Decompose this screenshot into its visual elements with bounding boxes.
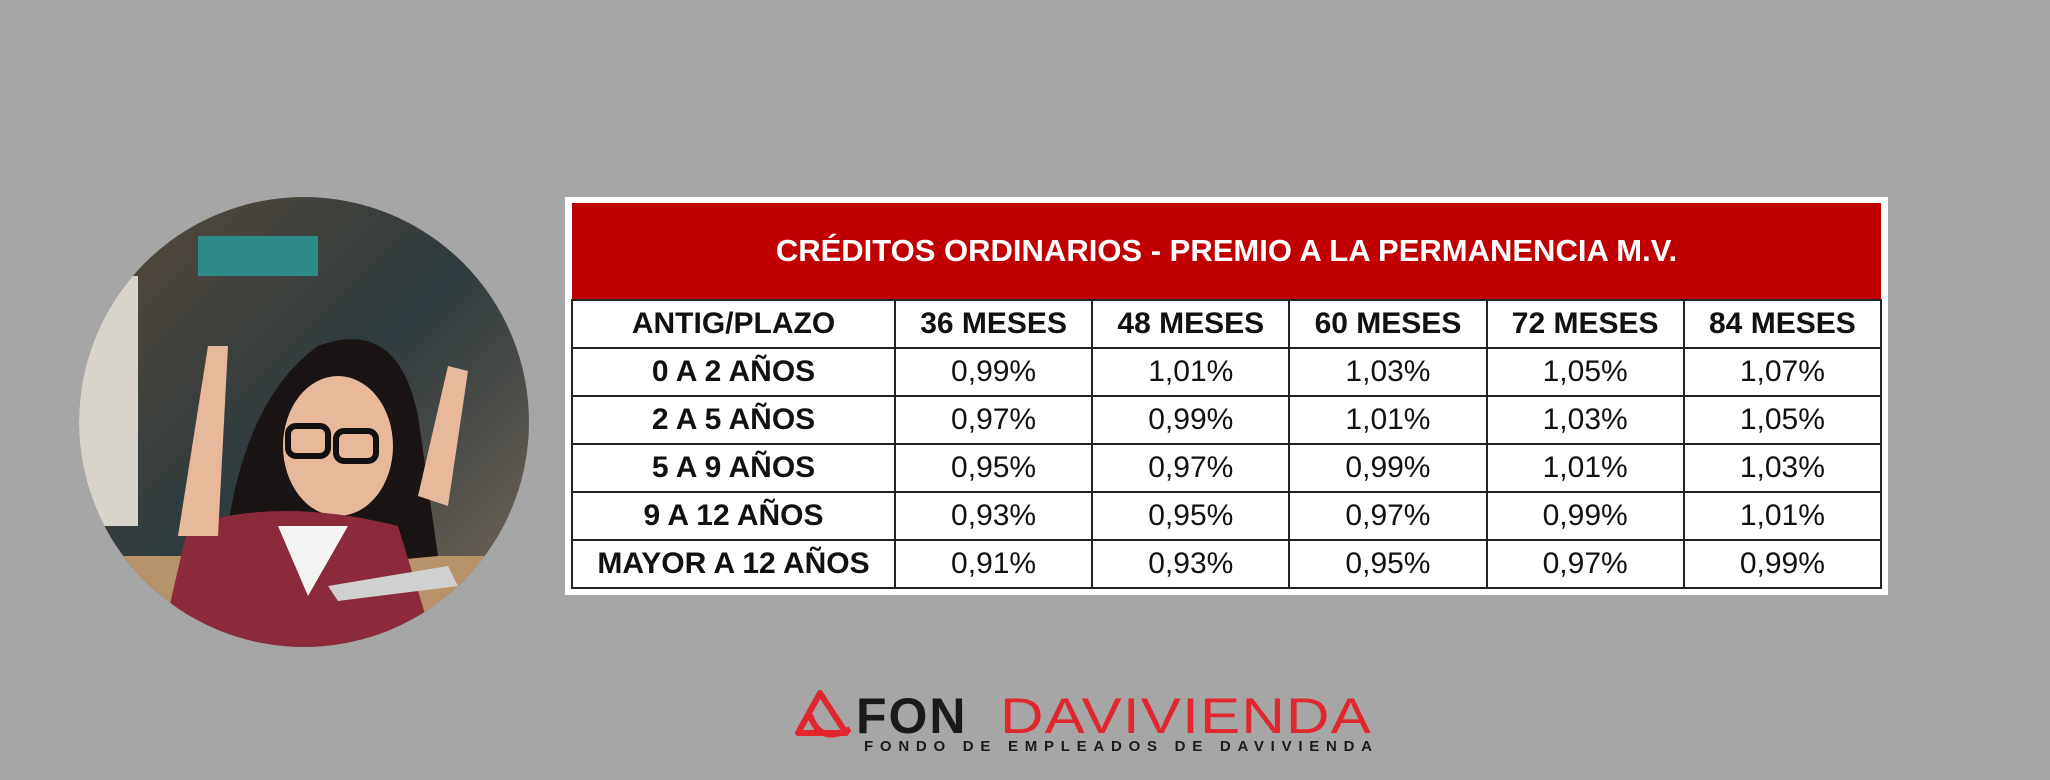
rate-cell: 1,03% <box>1485 395 1685 445</box>
rate-cell: 0,99% <box>893 347 1094 397</box>
logo-fon: FON <box>856 688 968 744</box>
rate-cell: 1,01% <box>1091 347 1291 397</box>
rate-cell: 1,01% <box>1682 491 1883 541</box>
row-header: 9 A 12 AÑOS <box>571 491 896 541</box>
rate-cell: 1,05% <box>1682 395 1883 445</box>
rate-cell: 0,93% <box>1091 539 1291 589</box>
rates-table: CRÉDITOS ORDINARIOS - PREMIO A LA PERMAN… <box>571 203 1883 589</box>
logo-icon <box>795 690 852 738</box>
logo-davivienda: DAVIVIENDA <box>1000 688 1372 744</box>
rate-cell: 1,01% <box>1485 443 1685 493</box>
rate-cell: 0,95% <box>1288 539 1488 589</box>
column-header: 36 MESES <box>893 299 1094 349</box>
rate-cell: 0,91% <box>893 539 1094 589</box>
column-header: 48 MESES <box>1091 299 1291 349</box>
table-row: MAYOR A 12 AÑOS 0,91% 0,93% 0,95% 0,97% 0,99% <box>571 539 1883 589</box>
rate-cell: 1,07% <box>1682 347 1883 397</box>
column-header: 84 MESES <box>1682 299 1883 349</box>
row-header: 0 A 2 AÑOS <box>571 347 896 397</box>
rate-cell: 1,05% <box>1485 347 1685 397</box>
title-row: CRÉDITOS ORDINARIOS - PREMIO A LA PERMAN… <box>572 203 1881 301</box>
rate-cell: 0,99% <box>1485 491 1685 541</box>
column-header: 60 MESES <box>1288 299 1488 349</box>
rate-cell: 0,99% <box>1682 539 1883 589</box>
column-header: 72 MESES <box>1485 299 1685 349</box>
rate-cell: 1,03% <box>1682 443 1883 493</box>
header-row: ANTIG/PLAZO 36 MESES 48 MESES 60 MESES 72 ME… <box>571 299 1883 349</box>
rate-cell: 0,95% <box>1091 491 1291 541</box>
logo: FON DAVIVIENDA FONDO DE EMPLEADOS DE DAV… <box>795 688 1372 755</box>
rate-cell: 0,99% <box>1288 443 1488 493</box>
table-title: CRÉDITOS ORDINARIOS - PREMIO A LA PERMAN… <box>572 203 1881 301</box>
rates-table-wrap: CRÉDITOS ORDINARIOS - PREMIO A LA PERMAN… <box>565 197 1888 595</box>
column-header: ANTIG/PLAZO <box>571 299 896 349</box>
row-header: MAYOR A 12 AÑOS <box>571 539 896 589</box>
rate-cell: 0,97% <box>1485 539 1685 589</box>
row-header: 2 A 5 AÑOS <box>571 395 896 445</box>
photo <box>79 197 529 647</box>
rate-cell: 0,95% <box>893 443 1094 493</box>
table-row: 0 A 2 AÑOS 0,99% 1,01% 1,03% 1,05% 1,07% <box>571 347 1883 397</box>
table-row: 2 A 5 AÑOS 0,97% 0,99% 1,01% 1,03% 1,05% <box>571 395 1883 445</box>
rate-cell: 0,97% <box>1288 491 1488 541</box>
rate-cell: 0,97% <box>893 395 1094 445</box>
rate-cell: 0,97% <box>1091 443 1291 493</box>
rate-cell: 1,01% <box>1288 395 1488 445</box>
rate-cell: 0,93% <box>893 491 1094 541</box>
table-row: 9 A 12 AÑOS 0,93% 0,95% 0,97% 0,99% 1,01% <box>571 491 1883 541</box>
rate-cell: 0,99% <box>1091 395 1291 445</box>
table-row: 5 A 9 AÑOS 0,95% 0,97% 0,99% 1,01% 1,03% <box>571 443 1883 493</box>
row-header: 5 A 9 AÑOS <box>571 443 896 493</box>
rate-cell: 1,03% <box>1288 347 1488 397</box>
